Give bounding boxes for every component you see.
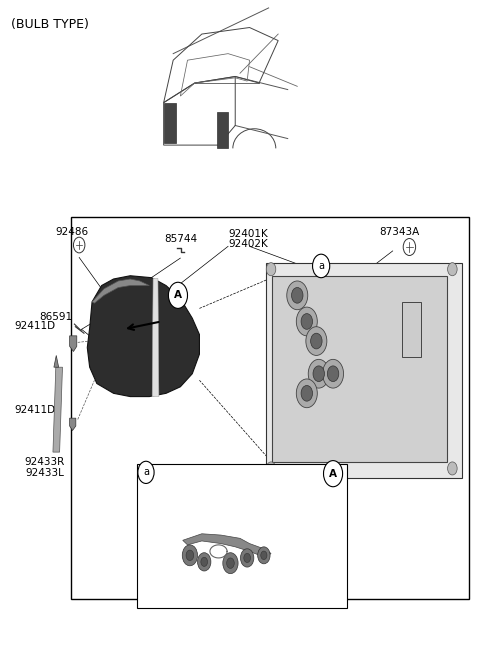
Polygon shape [54,356,59,367]
Circle shape [308,359,329,388]
Polygon shape [53,367,62,452]
Circle shape [323,359,344,388]
Circle shape [287,281,308,310]
Text: A: A [174,291,182,300]
Circle shape [324,461,343,487]
Circle shape [201,558,207,566]
Polygon shape [70,336,77,352]
Text: 18644A: 18644A [220,588,260,598]
Circle shape [182,545,198,565]
Text: 92433R: 92433R [24,457,64,467]
Polygon shape [70,418,76,430]
Text: 85744: 85744 [164,234,197,244]
Circle shape [223,553,238,573]
Circle shape [240,549,254,567]
Text: a: a [143,467,149,478]
Text: 86591: 86591 [40,312,73,322]
Circle shape [296,379,317,407]
Circle shape [296,307,317,336]
Circle shape [266,262,276,276]
Circle shape [311,333,322,349]
Bar [164,102,176,143]
Circle shape [168,282,188,308]
Polygon shape [92,279,149,303]
Circle shape [186,550,194,560]
Text: 92401K: 92401K [228,228,268,239]
Text: 92450A: 92450A [243,518,283,527]
Text: a: a [318,261,324,271]
Polygon shape [152,278,159,397]
Circle shape [227,558,234,568]
Text: A: A [329,468,337,479]
Text: 92411D: 92411D [14,321,55,331]
Circle shape [301,386,312,401]
Bar [137,464,348,607]
Polygon shape [183,534,271,558]
Circle shape [447,262,457,276]
Text: 87343A: 87343A [380,226,420,237]
Circle shape [266,462,276,475]
Circle shape [447,462,457,475]
Text: 92433L: 92433L [25,468,64,478]
Circle shape [312,254,330,277]
Text: 18642: 18642 [184,520,217,530]
Bar [71,217,469,599]
Circle shape [291,287,303,303]
Circle shape [261,551,267,560]
Text: 92411D: 92411D [14,405,55,415]
Text: 92486: 92486 [56,226,89,237]
Circle shape [258,547,270,564]
Text: VIEW: VIEW [290,468,319,479]
Bar [217,112,228,148]
Circle shape [198,553,211,571]
Circle shape [313,366,324,382]
Bar [273,276,446,462]
Bar [402,302,421,358]
Text: 92402K: 92402K [228,239,268,249]
Circle shape [327,366,339,382]
Bar [266,262,462,478]
Circle shape [306,327,327,356]
Text: (BULB TYPE): (BULB TYPE) [11,18,89,31]
Circle shape [244,554,251,562]
Circle shape [138,461,154,483]
Polygon shape [87,276,199,397]
Circle shape [301,314,312,329]
